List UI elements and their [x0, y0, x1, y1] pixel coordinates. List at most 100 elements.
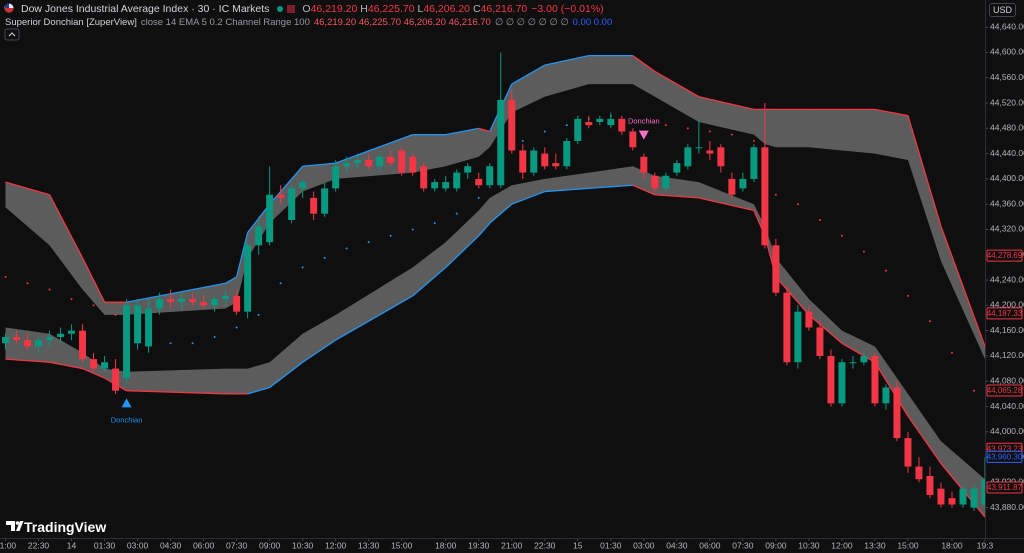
signal-marker	[638, 130, 649, 140]
x-tick-label: 21:00	[0, 540, 16, 550]
price-label: 44,278.69	[987, 251, 1023, 260]
currency[interactable]: USD	[992, 5, 1012, 15]
candle-body	[409, 156, 417, 173]
channel-line	[841, 342, 876, 363]
candle-body	[981, 479, 985, 505]
candle-body	[728, 178, 736, 195]
candle-body	[794, 311, 802, 363]
candle-body	[453, 172, 461, 189]
signal-label: Donchian	[628, 117, 660, 126]
trail-dot	[774, 193, 777, 196]
candle-body	[893, 387, 901, 439]
signal-marker	[121, 398, 132, 408]
trail-dot	[884, 269, 887, 272]
x-tick-label: 07:30	[732, 540, 754, 550]
channel-line	[48, 194, 84, 259]
candle-body	[431, 182, 439, 189]
candle-body	[761, 147, 769, 246]
ohlc-key: H	[360, 3, 368, 15]
x-tick-label: 19:30	[468, 540, 490, 550]
candle-body	[398, 150, 406, 173]
channel-line	[874, 361, 909, 417]
y-tick-label: 44,360.00	[990, 198, 1024, 208]
price-label: 44,187.33	[987, 309, 1023, 318]
brand-logo	[6, 521, 24, 531]
y-tick-label: 44,080.00	[990, 375, 1024, 385]
x-tick-label: 15:00	[391, 540, 413, 550]
x-tick-label: 21:00	[501, 540, 523, 550]
channel-line	[445, 235, 480, 268]
trail-dot	[928, 320, 931, 323]
candle-body	[167, 299, 175, 303]
indicator-value: 46,216.70	[448, 17, 491, 28]
status-dot	[277, 6, 284, 12]
collapse-button[interactable]	[4, 28, 20, 41]
candle-body	[211, 299, 219, 306]
channel-line	[808, 314, 843, 344]
x-tick-label: 22:30	[534, 540, 556, 550]
ohlc-key: O	[302, 3, 311, 15]
candle-body	[332, 166, 340, 189]
channel-line	[654, 194, 699, 199]
channel-line	[302, 162, 336, 167]
candle-body	[112, 368, 120, 391]
channel-line	[49, 361, 83, 370]
signal-label: Donchian	[111, 415, 143, 424]
candle-body	[233, 295, 241, 312]
y-tick-label: 44,200.00	[990, 300, 1024, 310]
candle-body	[783, 292, 791, 363]
x-tick-label: 18:00	[941, 540, 963, 550]
trail-dot	[477, 196, 480, 199]
channel-line	[126, 390, 226, 395]
trail-dot	[114, 313, 117, 316]
candle-body	[849, 362, 857, 364]
candle-body	[717, 147, 725, 167]
x-tick-label: 12:00	[325, 540, 347, 550]
channel-line	[478, 127, 490, 133]
channel-line	[269, 165, 304, 205]
channel-line	[698, 96, 755, 111]
candle-body	[926, 476, 934, 496]
symbol-flag	[4, 3, 14, 13]
channel-line	[874, 108, 909, 117]
y-tick-label: 44,560.00	[990, 72, 1024, 82]
y-tick-label: 44,120.00	[990, 350, 1024, 360]
candle-body	[310, 197, 318, 214]
channel-line	[907, 115, 942, 227]
channel-line	[632, 55, 656, 72]
y-tick-label: 44,600.00	[990, 47, 1024, 57]
candle-body	[805, 311, 813, 328]
candle-body	[90, 359, 98, 369]
candle-body	[255, 226, 263, 246]
indicator-value: 46,206.20	[403, 17, 446, 28]
indicator-params: close 14 EMA 5 0.2 Channel Range 100	[140, 17, 310, 28]
price-label-box	[986, 249, 1023, 262]
candle-body	[420, 166, 428, 189]
candle-body	[387, 156, 395, 164]
candle-body	[244, 245, 252, 312]
trail-dot	[367, 241, 370, 244]
candle-body	[321, 188, 329, 214]
candle-body	[486, 166, 494, 186]
candle-body	[662, 175, 670, 189]
candle-body	[959, 488, 967, 505]
candle-body	[266, 194, 274, 243]
candle-body	[739, 178, 747, 189]
x-tick-label: 19:3	[977, 540, 994, 550]
currency-button[interactable]: USD	[988, 3, 1016, 17]
ohlc-value: 46,225.70	[367, 3, 415, 15]
channel-line	[335, 295, 414, 341]
channel-line	[412, 266, 447, 297]
trail-dot	[730, 133, 733, 136]
candle-body	[915, 466, 923, 480]
candle-body	[684, 147, 692, 167]
candle-body	[464, 166, 472, 173]
channel-line	[335, 134, 413, 164]
channel-line	[907, 415, 942, 464]
trail-dot	[26, 282, 29, 285]
status-box	[287, 5, 296, 13]
x-tick-label: 15:00	[897, 540, 919, 550]
candle-body	[343, 163, 351, 167]
channel-line	[632, 184, 656, 196]
candle-body	[508, 99, 516, 151]
